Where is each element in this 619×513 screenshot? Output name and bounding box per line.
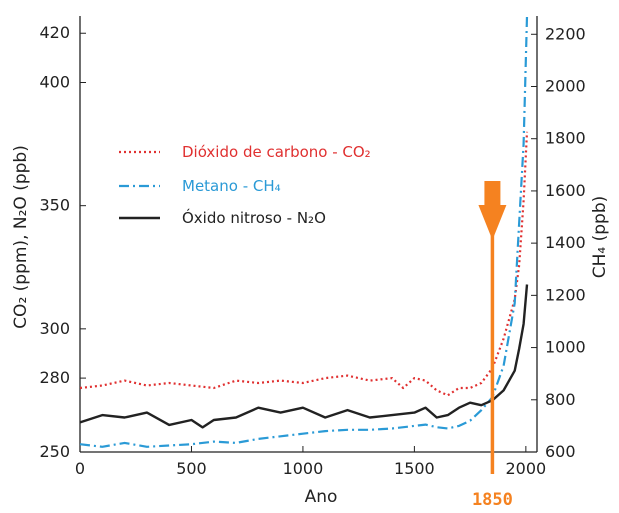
marker-arrow-head (478, 205, 507, 240)
y-tick-label-right: 2000 (545, 76, 586, 95)
y-tick-label-right: 1600 (545, 181, 586, 200)
y-tick-label-right: 600 (545, 442, 576, 461)
legend-label-0: Dióxido de carbono - CO₂ (182, 143, 371, 161)
y-tick-label-left: 300 (39, 319, 70, 338)
x-tick-label: 1000 (283, 459, 324, 478)
y-tick-label-right: 2200 (545, 24, 586, 43)
ticks: 0 500 1000 1500 2000 250 280 300 350 400 420 600 800… (39, 23, 585, 478)
y-tick-label-left: 400 (39, 73, 70, 92)
y-tick-label-right: 1800 (545, 129, 586, 148)
y-tick-label-left: 280 (39, 368, 70, 387)
series-line-2 (79, 284, 529, 429)
y-tick-label-left: 250 (39, 442, 70, 461)
y-tick-label-left: 420 (39, 23, 70, 42)
marker-label: 1850 (472, 490, 513, 510)
series-layer (79, 15, 529, 448)
legend-label-2: Óxido nitroso - N₂O (182, 208, 326, 227)
axes (79, 16, 538, 453)
series-line-0 (79, 131, 529, 397)
y-tick-label-left: 350 (39, 196, 70, 215)
y-tick-label-right: 1400 (545, 233, 586, 252)
x-axis-title: Ano (305, 487, 338, 507)
series-line-1 (79, 15, 529, 448)
x-tick-label: 0 (75, 459, 85, 478)
x-tick-label: 1500 (394, 459, 435, 478)
y-tick-label-right: 1000 (545, 338, 586, 357)
legend: Dióxido de carbono - CO₂ Metano - CH₄ Óxid… (119, 143, 371, 227)
marker-arrow-stem (484, 181, 501, 207)
y-axis-title-right: CH₄ (ppb) (590, 196, 610, 279)
y-axis-title-left: CO₂ (ppm), N₂O (ppb) (11, 145, 31, 329)
x-tick-label: 500 (176, 459, 207, 478)
x-tick-label: 2000 (505, 459, 546, 478)
y-tick-label-right: 800 (545, 390, 576, 409)
y-tick-label-right: 1200 (545, 285, 586, 304)
year-marker: 1850 (472, 181, 513, 510)
legend-label-1: Metano - CH₄ (182, 177, 281, 195)
